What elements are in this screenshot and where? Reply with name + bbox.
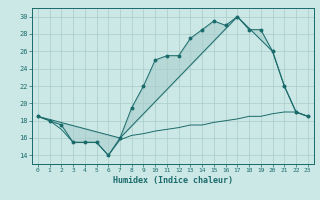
X-axis label: Humidex (Indice chaleur): Humidex (Indice chaleur)	[113, 176, 233, 185]
